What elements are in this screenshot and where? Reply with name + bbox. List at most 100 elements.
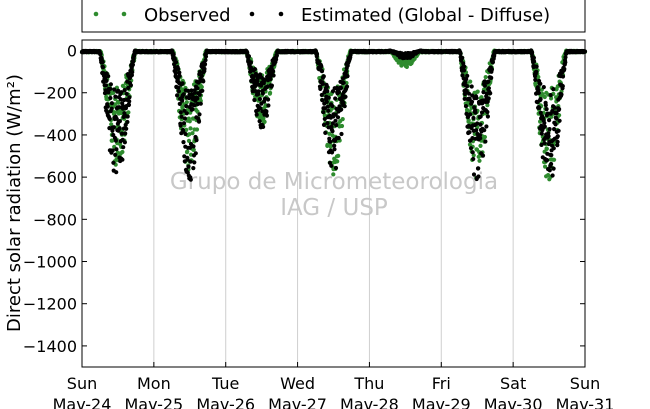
point-estimated bbox=[119, 131, 124, 136]
point-estimated bbox=[191, 166, 196, 171]
point-estimated bbox=[202, 62, 208, 67]
point-estimated bbox=[261, 124, 266, 129]
point-estimated bbox=[324, 99, 329, 104]
point-observed bbox=[552, 157, 557, 162]
point-observed bbox=[468, 79, 473, 84]
point-estimated bbox=[333, 165, 339, 171]
point-estimated bbox=[482, 128, 487, 133]
point-observed bbox=[549, 114, 554, 119]
point-estimated bbox=[469, 99, 475, 104]
point-estimated bbox=[110, 128, 115, 133]
point-estimated bbox=[538, 97, 543, 102]
point-estimated bbox=[490, 60, 495, 65]
point-estimated bbox=[268, 77, 273, 82]
data-points bbox=[79, 48, 588, 182]
point-estimated bbox=[481, 90, 486, 95]
point-estimated bbox=[114, 170, 119, 175]
point-estimated bbox=[471, 115, 476, 121]
point-estimated bbox=[266, 97, 271, 102]
point-observed bbox=[327, 131, 332, 136]
point-estimated bbox=[116, 88, 121, 93]
point-estimated bbox=[552, 127, 557, 132]
point-estimated bbox=[479, 110, 485, 115]
point-estimated bbox=[563, 55, 568, 60]
point-estimated bbox=[550, 173, 555, 178]
y-tick-label: −1200 bbox=[23, 295, 77, 314]
point-observed bbox=[536, 74, 541, 80]
point-estimated bbox=[544, 107, 549, 112]
point-estimated bbox=[185, 157, 190, 162]
point-estimated bbox=[468, 146, 474, 151]
point-estimated bbox=[555, 143, 560, 148]
point-estimated bbox=[125, 114, 130, 119]
y-axis: 0 −200 −400 −600 −800 −1000 −1200 −1400 bbox=[23, 42, 585, 356]
point-estimated bbox=[197, 92, 202, 97]
point-estimated bbox=[545, 111, 550, 116]
point-estimated bbox=[118, 97, 123, 102]
point-estimated bbox=[560, 74, 566, 79]
point-estimated bbox=[177, 101, 182, 106]
point-estimated bbox=[548, 93, 553, 98]
point-estimated bbox=[184, 104, 189, 109]
point-estimated bbox=[245, 50, 250, 55]
point-observed bbox=[543, 164, 548, 169]
point-estimated bbox=[203, 58, 208, 63]
point-estimated bbox=[463, 104, 469, 109]
point-estimated bbox=[123, 131, 128, 136]
point-estimated bbox=[125, 119, 130, 125]
point-estimated bbox=[173, 71, 178, 76]
point-estimated bbox=[182, 116, 188, 121]
point-estimated bbox=[538, 110, 543, 115]
point-estimated bbox=[257, 119, 262, 124]
point-observed bbox=[477, 158, 482, 163]
point-estimated bbox=[329, 163, 334, 168]
point-estimated bbox=[320, 81, 325, 86]
point-estimated bbox=[314, 52, 320, 57]
point-estimated bbox=[537, 105, 542, 110]
y-axis-label: Direct solar radiation (W/m²) bbox=[4, 74, 25, 332]
point-observed bbox=[482, 134, 487, 140]
x-tick-label-date: Mav-27 bbox=[268, 395, 327, 409]
point-estimated bbox=[108, 82, 113, 87]
point-estimated bbox=[109, 101, 114, 106]
point-estimated bbox=[473, 110, 478, 115]
point-estimated bbox=[130, 70, 135, 75]
point-estimated bbox=[543, 103, 548, 108]
point-estimated bbox=[551, 146, 556, 151]
point-estimated bbox=[321, 110, 326, 115]
x-tick-label-day: Thu bbox=[353, 374, 384, 393]
point-estimated bbox=[194, 138, 199, 143]
y-tick-label: −600 bbox=[33, 168, 77, 187]
point-estimated bbox=[556, 128, 561, 133]
x-tick-label-day: Mon bbox=[137, 374, 171, 393]
point-estimated bbox=[326, 95, 331, 100]
point-estimated bbox=[336, 90, 342, 95]
point-estimated bbox=[475, 121, 480, 126]
point-estimated bbox=[533, 77, 538, 82]
point-estimated bbox=[320, 98, 325, 103]
point-estimated bbox=[341, 100, 346, 105]
point-estimated bbox=[478, 114, 483, 119]
point-estimated bbox=[179, 114, 184, 119]
point-observed bbox=[478, 143, 483, 148]
y-tick-label: −400 bbox=[33, 126, 77, 145]
point-estimated bbox=[553, 122, 558, 127]
point-estimated bbox=[474, 95, 479, 101]
point-estimated bbox=[531, 55, 537, 60]
y-tick-label: −1400 bbox=[23, 337, 77, 356]
x-tick-label-date: Mav-29 bbox=[412, 395, 471, 409]
point-estimated bbox=[542, 124, 547, 129]
point-observed bbox=[262, 119, 267, 124]
point-observed bbox=[187, 132, 192, 137]
x-tick-label-day: Tue bbox=[211, 374, 239, 393]
x-tick-label-date: Mav-26 bbox=[196, 395, 255, 409]
point-estimated bbox=[549, 161, 554, 167]
point-estimated bbox=[539, 131, 544, 136]
point-observed bbox=[191, 147, 196, 152]
point-estimated bbox=[113, 94, 118, 99]
point-estimated bbox=[482, 83, 487, 88]
point-estimated bbox=[330, 129, 335, 134]
legend-marker-estimated bbox=[249, 11, 255, 17]
point-estimated bbox=[199, 73, 204, 79]
point-estimated bbox=[258, 106, 263, 111]
